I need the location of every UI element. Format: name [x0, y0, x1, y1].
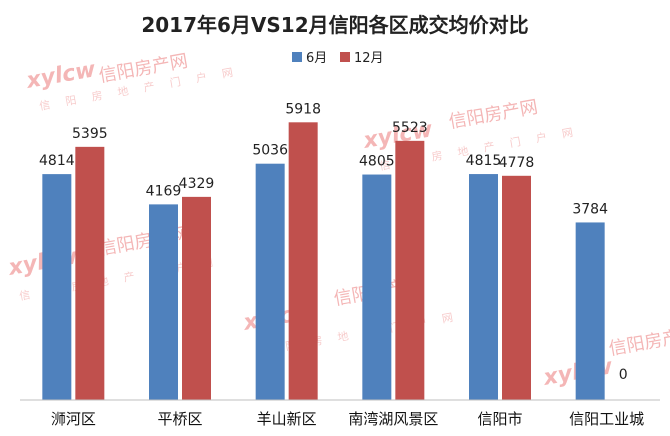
- legend-swatch-6月: [292, 52, 302, 62]
- bars: [42, 122, 605, 400]
- category-label-南湾湖风景区: 南湾湖风景区: [348, 410, 438, 428]
- value-label-信阳工业城-6月: 3784: [572, 201, 608, 217]
- bar-浉河区-6月: [42, 174, 72, 400]
- category-labels: 浉河区 平桥区 羊山新区 南湾湖风景区 信阳市 信阳工业城: [51, 410, 644, 428]
- category-label-信阳市: 信阳市: [477, 410, 522, 428]
- bar-南湾湖风景区-6月: [362, 174, 392, 400]
- watermark: xylcw 信阳房产网 信 阳 房 地 产 门 户 网: [24, 51, 240, 113]
- value-label-信阳工业城-12月: 0: [619, 367, 628, 383]
- value-label-平桥区-12月: 4329: [179, 176, 215, 192]
- legend: 6月 12月: [292, 51, 384, 66]
- category-label-平桥区: 平桥区: [157, 410, 202, 428]
- category-label-浉河区: 浉河区: [51, 410, 96, 428]
- legend-swatch-12月: [340, 52, 350, 62]
- value-label-信阳市-6月: 4815: [466, 153, 502, 169]
- value-label-南湾湖风景区-6月: 4805: [359, 154, 395, 170]
- value-label-浉河区-12月: 5395: [72, 126, 108, 142]
- bar-平桥区-12月: [182, 196, 211, 400]
- value-label-羊山新区-12月: 5918: [285, 101, 321, 117]
- value-label-南湾湖风景区-12月: 5523: [392, 120, 428, 136]
- bar-南湾湖风景区-12月: [395, 140, 425, 400]
- legend-label-6月: 6月: [306, 51, 327, 66]
- watermark: xylcw 信阳房产网: [541, 324, 670, 391]
- bar-浉河区-12月: [75, 146, 105, 400]
- category-label-羊山新区: 羊山新区: [257, 410, 317, 428]
- watermark-logo: xylcw: [24, 57, 98, 94]
- value-label-羊山新区-6月: 5036: [252, 143, 288, 159]
- value-label-浉河区-6月: 4814: [39, 153, 75, 169]
- legend-label-12月: 12月: [354, 51, 384, 66]
- bar-平桥区-6月: [149, 204, 178, 400]
- value-label-信阳市-12月: 4778: [499, 155, 535, 171]
- chart-title: 2017年6月VS12月信阳各区成交均价对比: [141, 13, 528, 37]
- value-label-平桥区-6月: 4169: [146, 183, 182, 199]
- bar-信阳市-12月: [502, 175, 531, 400]
- bar-羊山新区-6月: [255, 163, 285, 400]
- bar-信阳工业城-6月: [575, 222, 605, 400]
- bar-羊山新区-12月: [288, 122, 318, 400]
- watermark-text: 信阳房产网: [607, 324, 670, 360]
- category-label-信阳工业城: 信阳工业城: [569, 410, 644, 428]
- bar-信阳市-6月: [469, 174, 498, 400]
- watermark-text: 信阳房产网: [447, 97, 539, 133]
- watermarks: xylcw 信阳房产网 信 阳 房 地 产 门 户 网 xylcw 信阳房产网 …: [6, 51, 670, 391]
